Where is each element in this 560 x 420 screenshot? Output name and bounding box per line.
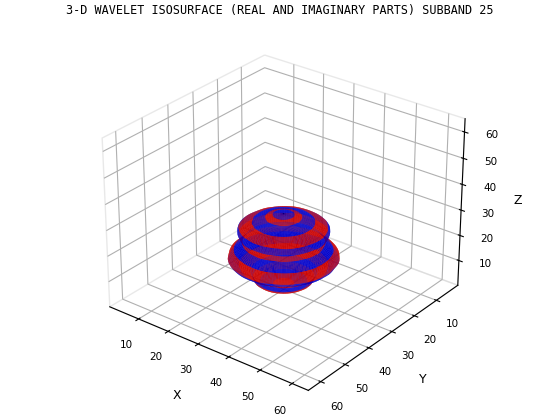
X-axis label: X: X xyxy=(172,389,181,402)
Y-axis label: Y: Y xyxy=(418,373,426,386)
Title: 3-D WAVELET ISOSURFACE (REAL AND IMAGINARY PARTS) SUBBAND 25: 3-D WAVELET ISOSURFACE (REAL AND IMAGINA… xyxy=(66,4,494,17)
